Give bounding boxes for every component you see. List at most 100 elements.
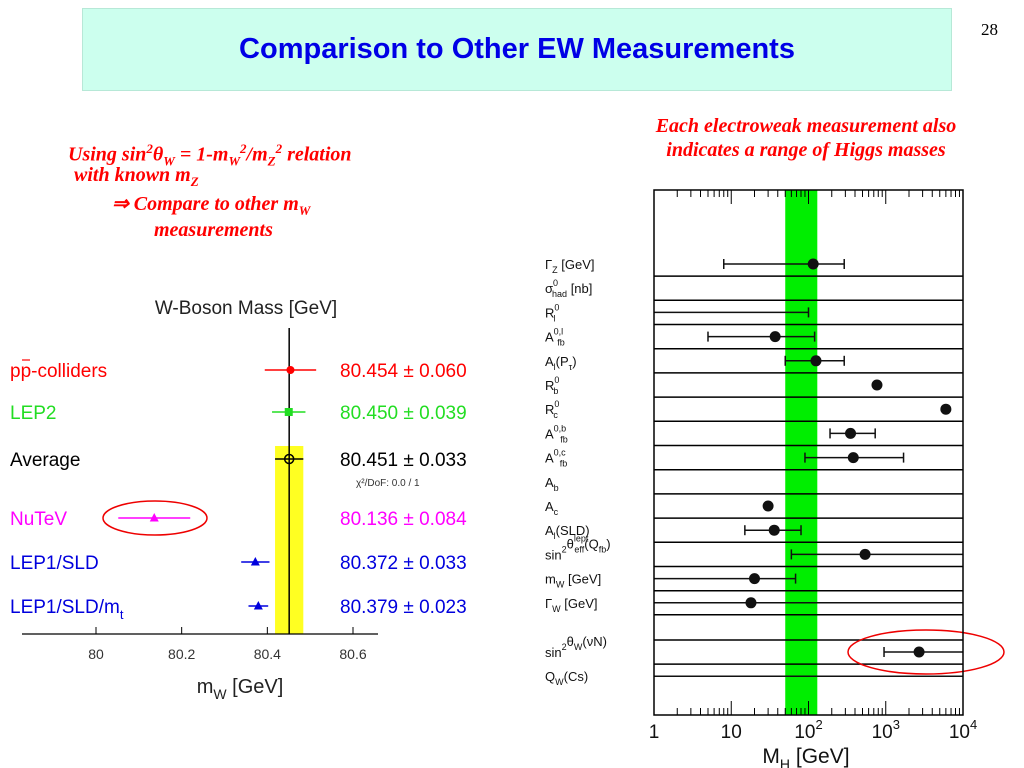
w-x-tick-label: 80 (88, 646, 104, 662)
higgs-point (940, 403, 952, 415)
label-sub: c (554, 507, 559, 517)
higgs-point (745, 597, 757, 609)
measurement-label: ΓW [GeV] (545, 596, 598, 614)
label-sub: W (555, 677, 564, 687)
w-series-value: 80.450 ± 0.039 (340, 403, 467, 424)
label-main: R (545, 378, 554, 393)
label-sub: had (552, 289, 567, 299)
label-main: Γ (545, 596, 552, 611)
tick-exponent: 4 (970, 717, 977, 732)
label-main: A (545, 523, 554, 538)
measurement-label: sin2θlept eff(Qfb) (545, 533, 611, 562)
label-sub: b (553, 386, 558, 396)
measurement-label: sin2θW(νN) (545, 634, 607, 660)
w-series-name: Average (10, 450, 80, 471)
label-sub: l (553, 313, 555, 323)
label-sub: W (552, 604, 561, 614)
label-main: A (545, 426, 554, 441)
w-series-name: NuTeV (10, 509, 67, 530)
label-main2: θ (567, 634, 574, 649)
label-rest-sub: τ (569, 362, 573, 372)
w-series-value: 80.451 ± 0.033 (340, 450, 467, 471)
label-main: Q (545, 669, 555, 684)
measurement-label: A0,l fb (545, 327, 565, 348)
left-note-line2: with known mZ (74, 163, 199, 194)
label-rest-sub: fb (599, 544, 607, 554)
label-sub: fb (560, 434, 568, 444)
note-text-using: Using sin (68, 143, 147, 166)
measurement-label: A0,b fb (545, 423, 568, 444)
left-note-line4: measurements (154, 218, 273, 242)
measurement-label: σ0 had [nb] (545, 278, 592, 299)
note-text-measurements: measurements (154, 219, 273, 241)
label-main: A (545, 499, 554, 514)
label-rest: (Q (584, 536, 598, 551)
w-xlabel-sub: W (213, 686, 227, 702)
label-sub2: eff (574, 544, 584, 554)
label-main: A (545, 330, 554, 345)
higgs-point (768, 524, 780, 536)
w-series-name: pp-colliders (10, 361, 107, 382)
note-sub: W (228, 153, 241, 169)
label-main: A (545, 475, 554, 490)
measurement-label: A0,c fb (545, 448, 567, 469)
w-series-name: LEP1/SLD/mt (10, 597, 124, 622)
label-sub: fb (557, 338, 565, 348)
w-x-tick-label: 80.4 (254, 646, 281, 662)
w-series-name-text: Average (10, 450, 80, 471)
w-series-value: 80.136 ± 0.084 (340, 509, 467, 530)
label-sub: fb (560, 459, 568, 469)
chi2-label: χ²/DoF: 0.0 / 1 (356, 478, 420, 489)
w-point (253, 601, 263, 610)
label-rest: [GeV] (561, 596, 598, 611)
label-rest-after: ) (572, 354, 576, 369)
higgs-x-tick-label: 103 (872, 717, 900, 743)
higgs-xlabel-sub: H (780, 756, 790, 768)
label-sup: 0,l (554, 327, 564, 337)
w-series-name-text: LEP1/SLD/m (10, 597, 120, 618)
w-point (250, 557, 260, 566)
note-sup: 2 (240, 141, 247, 156)
nu-n-highlight-circle (847, 629, 1005, 675)
label-sub: c (553, 410, 558, 420)
label-rest: (P (556, 354, 569, 369)
w-point (149, 513, 159, 522)
note-text-eq: = 1-m (174, 143, 229, 166)
label-main: sin (545, 547, 562, 562)
tick-exponent: 2 (815, 717, 822, 732)
higgs-xlabel-main: M (762, 745, 780, 768)
w-series-name: LEP2 (10, 403, 56, 424)
page-number: 28 (981, 20, 998, 39)
measurement-label: Ab (545, 475, 559, 493)
label-sup: 0 (554, 399, 559, 409)
implies-arrow-icon: ⇒ (112, 193, 129, 215)
note-text-compare: Compare to other m (133, 193, 299, 215)
tick-base: 1 (649, 722, 660, 743)
nutev-highlight-circle (102, 500, 208, 536)
label-main2: θ (567, 536, 574, 551)
w-xlabel-unit: [GeV] (227, 676, 284, 698)
higgs-point (810, 355, 822, 367)
label-rest: [nb] (567, 281, 592, 296)
label-sup: 2 (562, 642, 567, 652)
label-sup2: lept (574, 533, 589, 543)
higgs-xlabel-unit: [GeV] (790, 745, 850, 768)
higgs-point (749, 573, 761, 585)
label-sup: 2 (562, 544, 567, 554)
tick-base: 10 (794, 722, 815, 743)
note-sub: Z (267, 153, 276, 169)
w-series-name-text: pp-colliders (10, 361, 107, 382)
label-main: sin (545, 645, 562, 660)
measurement-label: R0 l (545, 302, 559, 323)
w-series-name-text: NuTeV (10, 509, 67, 530)
theta-symbol: θ (152, 143, 164, 166)
w-series-value: 80.372 ± 0.033 (340, 553, 467, 574)
measurement-label: ΓZ [GeV] (545, 257, 595, 275)
higgs-point (871, 379, 883, 391)
higgs-x-tick-label: 1 (649, 722, 660, 743)
label-sub2: W (574, 642, 583, 652)
measurement-label: Ac (545, 499, 559, 517)
w-x-axis-label: mW [GeV] (197, 676, 284, 702)
w-series-name-sub: t (120, 607, 124, 622)
